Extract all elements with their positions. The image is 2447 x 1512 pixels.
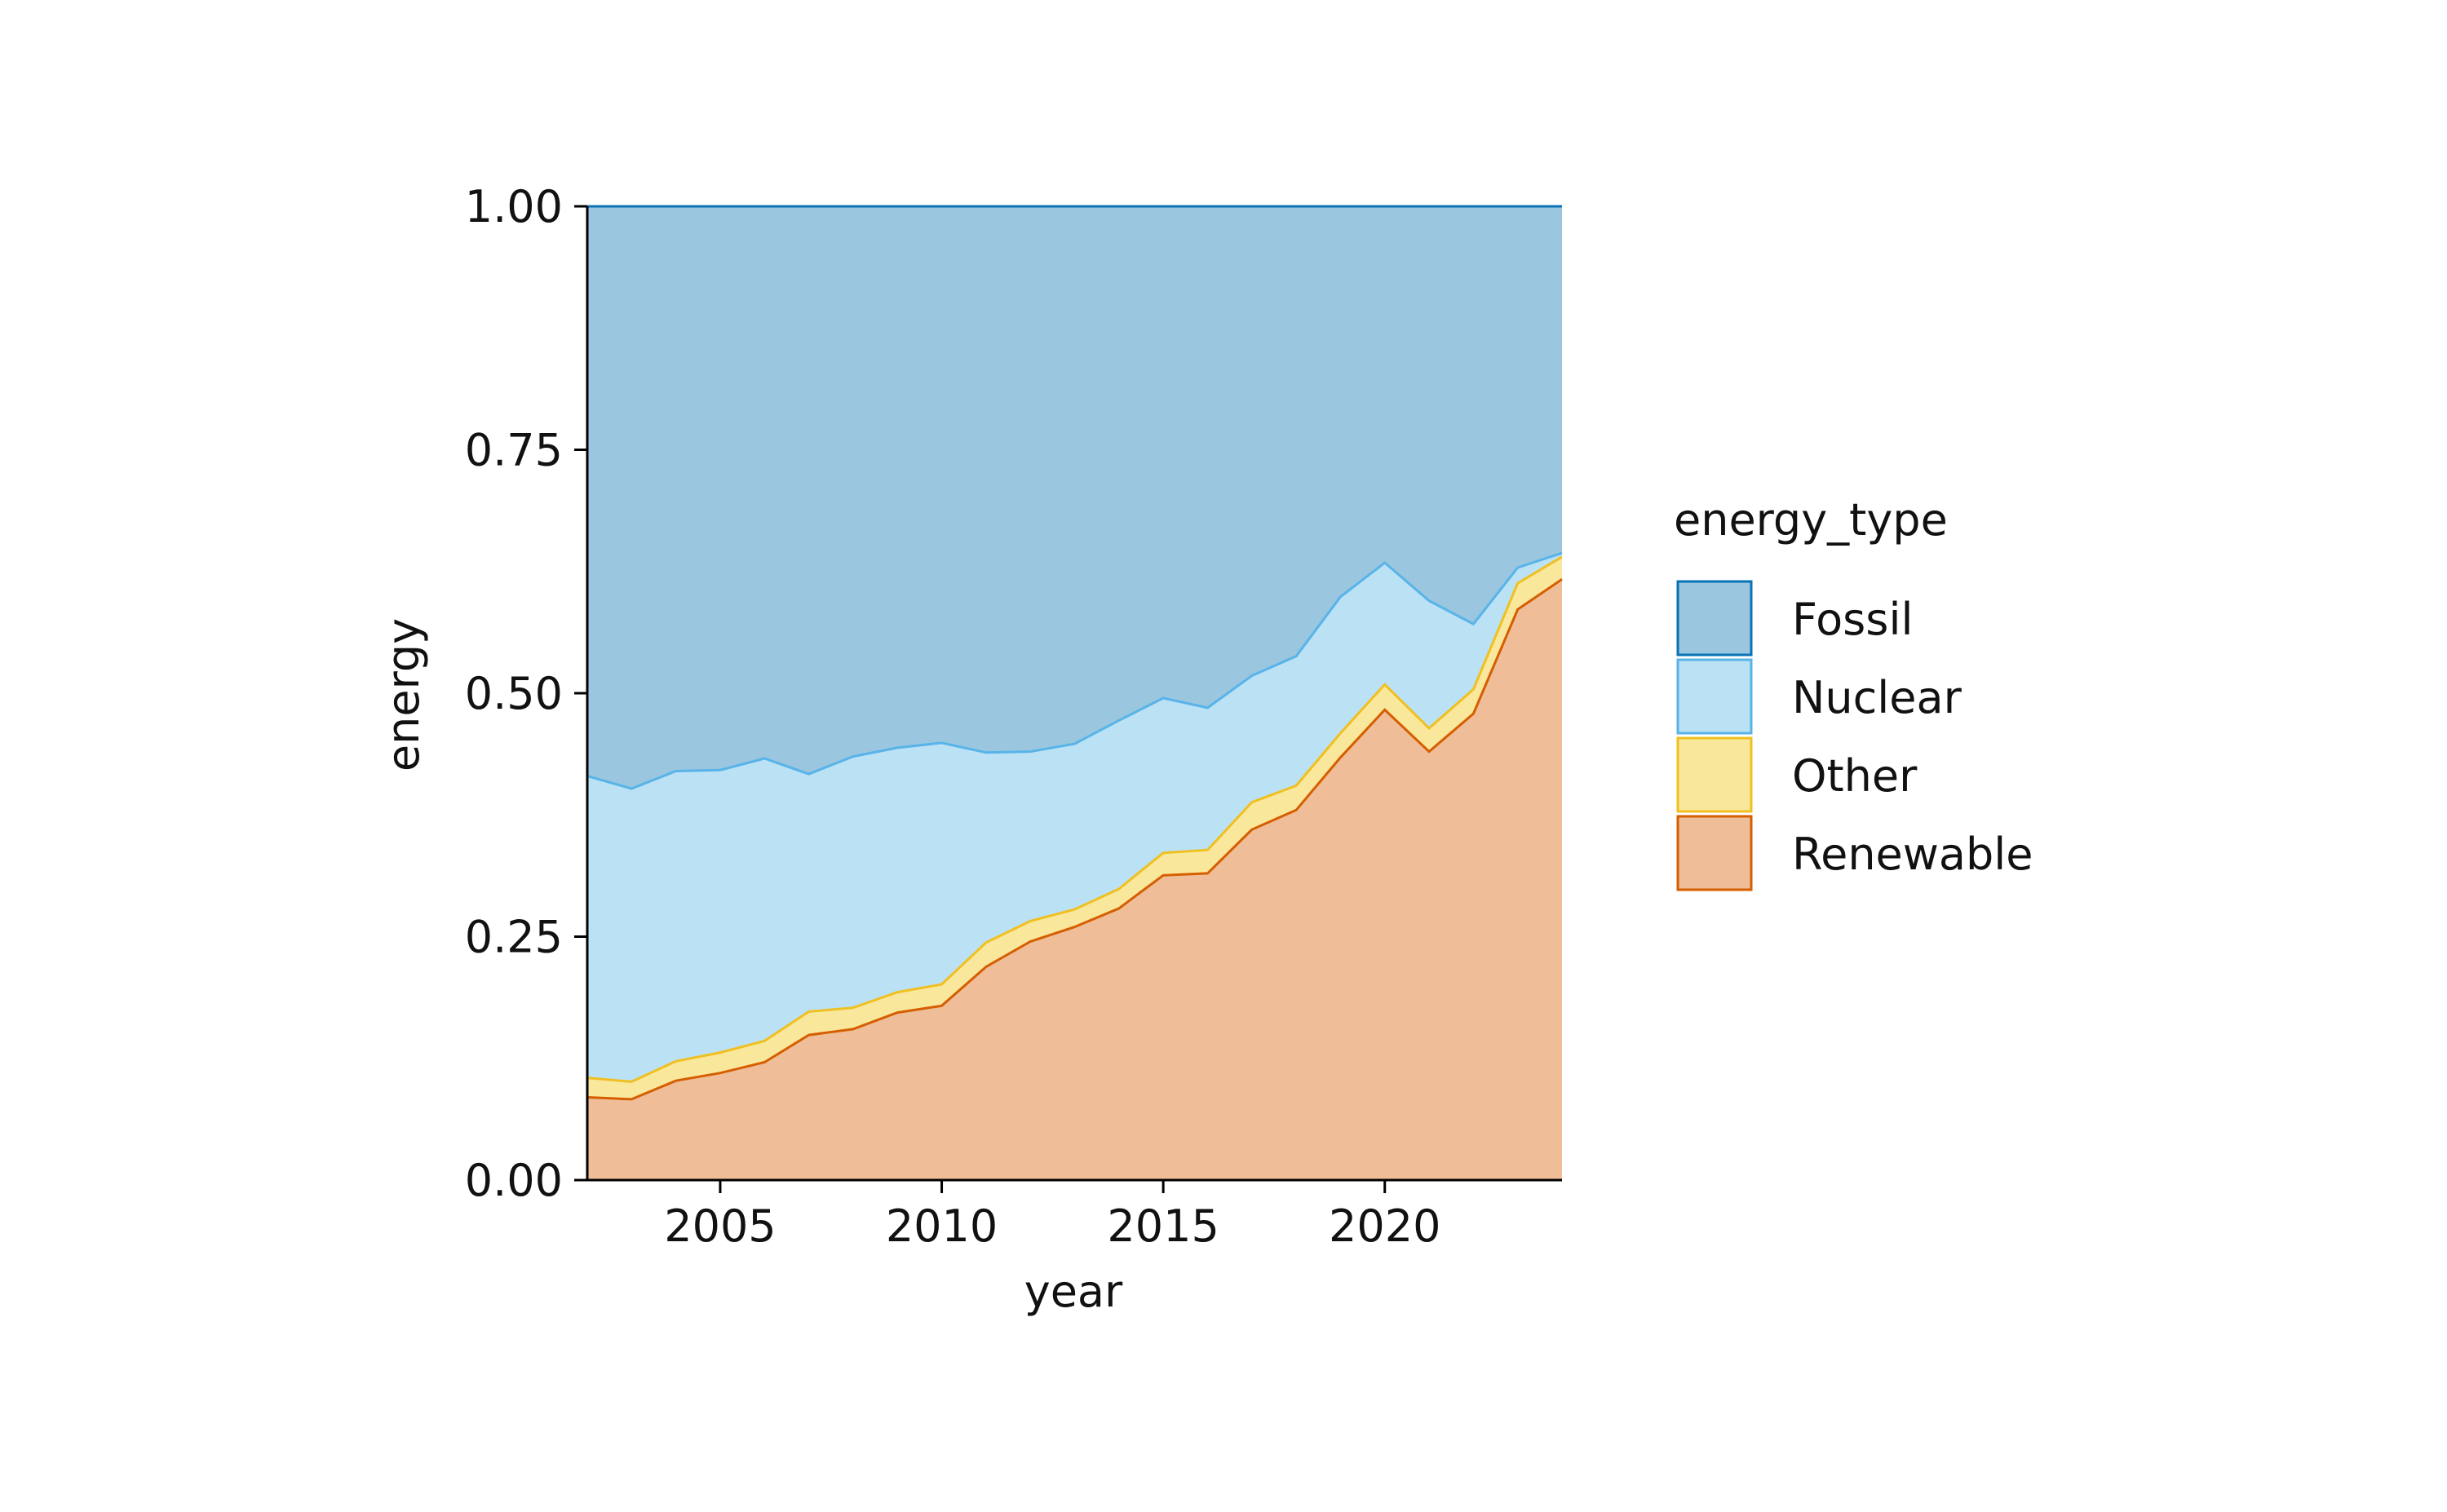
axes: 0.00 0.25 0.50 0.75 1.00 2005 2010 2015 2020	[465, 181, 1562, 1252]
y-tick-label: 0.25	[465, 912, 563, 963]
legend-swatch-nuclear	[1676, 658, 1753, 735]
area-nuclear	[587, 553, 1562, 1082]
area-fossil	[587, 206, 1562, 789]
line-renewable	[586, 578, 1563, 1101]
line-other	[586, 555, 1563, 1083]
x-tick-label: 2020	[1329, 1200, 1440, 1252]
y-tick-label: 0.75	[465, 425, 563, 476]
legend-title: energy_type	[1674, 494, 1948, 546]
x-tick-label: 2010	[886, 1200, 998, 1252]
area-renewable	[587, 579, 1562, 1180]
legend-label-renewable: Renewable	[1792, 829, 2033, 880]
y-tick-label: 0.00	[465, 1155, 563, 1206]
x-axis-label: year	[1024, 1266, 1123, 1317]
line-nuclear	[586, 551, 1563, 790]
legend-label-other: Other	[1792, 750, 1918, 802]
y-tick-label: 1.00	[465, 181, 563, 232]
legend-swatch-fossil	[1676, 580, 1753, 657]
x-tick-label: 2005	[664, 1200, 776, 1252]
x-tick-label: 2015	[1107, 1200, 1219, 1252]
legend-swatch-other	[1676, 736, 1753, 813]
y-axis-label: energy	[378, 618, 429, 771]
legend-label-fossil: Fossil	[1792, 594, 1913, 645]
y-tick-label: 0.50	[465, 668, 563, 719]
stacked-areas	[586, 205, 1563, 1180]
legend-label-nuclear: Nuclear	[1792, 672, 1962, 723]
legend-swatch-renewable	[1676, 815, 1753, 891]
legend: energy_type Fossil Nuclear Other Renewable	[1674, 494, 2033, 891]
